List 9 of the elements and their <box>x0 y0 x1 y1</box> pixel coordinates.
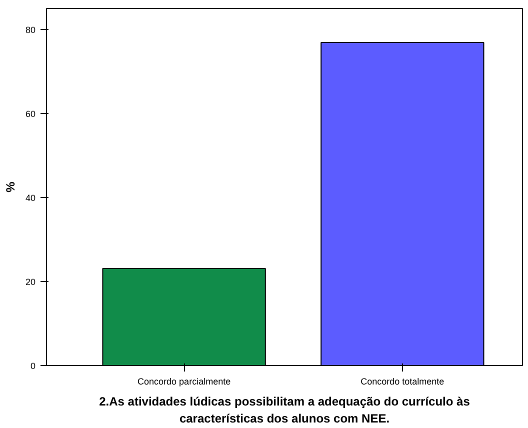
x-axis-title: 2.As atividades lúdicas possibilitam a adequação do currículo às características dos alunos com NEE. <box>99 394 470 426</box>
x-tick-label: Concordo totalmente <box>360 376 444 386</box>
y-tick-label: 20 <box>25 277 36 287</box>
y-tick-label: 80 <box>25 25 36 35</box>
x-tick-label: Concordo parcialmente <box>138 376 231 386</box>
y-tick-label: 60 <box>25 109 36 119</box>
y-tick-label: 0 <box>30 361 36 371</box>
y-axis-title: % <box>3 181 18 192</box>
y-tick-label: 40 <box>25 193 36 203</box>
